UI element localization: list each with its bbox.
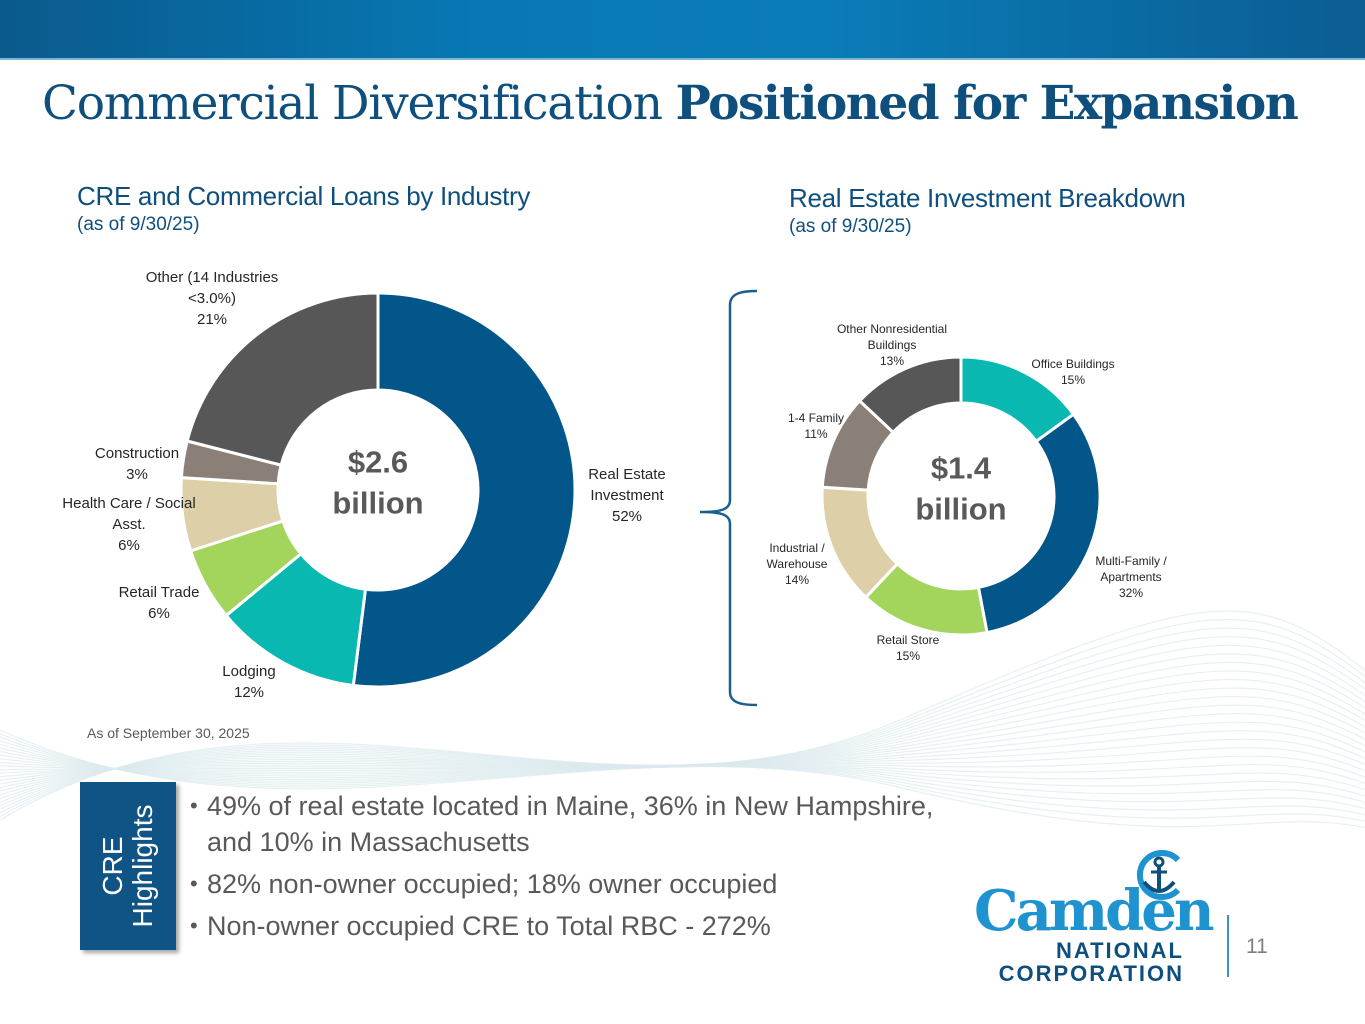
donut-slice [185,291,380,467]
highlights-label-box: CRE Highlights [80,782,176,950]
background-wave-line [0,721,1365,774]
slide-title-light: Commercial Diversification [42,76,663,131]
background-wave-line [0,743,1365,803]
background-wave-line [0,653,1365,803]
chart-title-real-estate: Real Estate Investment Breakdown [789,183,1186,213]
background-wave-line [0,678,1365,792]
slice-label: 1-4 Family 11% [788,411,844,441]
chart-title-industry: CRE and Commercial Loans by Industry [77,181,531,211]
chart-subtitle-real-estate: (as of 9/30/25) [789,216,912,237]
background-wave-line [0,670,1365,796]
background-wave-line [0,627,1365,814]
bracket-brace [699,289,758,707]
donut-slice [976,412,1102,635]
donut-center-total: $2.6 billion [332,445,423,521]
background-wave-line [0,747,1365,773]
slice-label: Retail Store 15% [877,633,940,663]
background-wave-line [0,644,1365,807]
chart-subtitle-industry: (as of 9/30/25) [77,214,200,235]
camden-logo: Camden NATIONAL CORPORATION [970,848,1215,988]
anchor-icon [1136,850,1181,900]
highlight-bullet: Non-owner occupied CRE to Total RBC - 27… [190,908,933,944]
background-wave-line [0,661,1365,799]
header-bar [0,0,1365,58]
background-wave-line [0,704,1365,781]
slice-label: Real Estate Investment 52% [588,466,666,525]
background-wave-line [0,636,1365,810]
highlights-label: CRE Highlights [97,804,158,928]
background-wave-line [0,696,1365,785]
donut-center-total: $1.4 billion [915,451,1006,527]
logo-national: NATIONAL [1055,938,1184,963]
footnote: As of September 30, 2025 [87,725,250,741]
donut-real-estate: Office Buildings 15% Multi-Family / Apartme… [767,322,1168,663]
page-number: 11 [1246,935,1268,958]
donut-industry: Real Estate Investment 52% Lodging 12% Retail… [62,269,665,701]
slice-label: Other (14 Industries <3.0%) 21% [146,269,279,328]
background-wave-line [0,687,1365,789]
background-wave-line [0,738,1365,772]
background-wave-line [0,713,1365,778]
slice-label: Industrial / Warehouse 14% [767,541,828,587]
logo-corporation: CORPORATION [998,961,1184,986]
donut-slice [351,291,577,689]
background-wave-pattern [0,610,1365,829]
slice-label: Health Care / Social Asst. 6% [62,495,195,554]
background-wave-line [0,740,1365,810]
slice-label: Other Nonresidential Buildings 13% [837,322,947,368]
donut-slice [857,355,963,435]
highlight-bullet: 82% non-owner occupied; 18% owner occupi… [190,866,933,902]
logo-wordmark: Camden [974,878,1215,944]
background-wave-line [0,755,1365,778]
slice-label: Construction 3% [95,445,179,483]
slice-label: Lodging 12% [222,663,275,701]
highlight-bullet: 49% of real estate located in Maine, 36%… [190,788,933,860]
header-divider [0,58,1365,60]
slide-title: Commercial Diversification Positioned fo… [42,76,1299,131]
background-wave-line [0,754,1365,784]
slide-title-bold: Positioned for Expansion [675,76,1299,131]
background-wave-line [0,733,1365,822]
background-wave-line [0,747,1365,797]
footer-divider [1227,915,1229,977]
background-wave-line [0,736,1365,816]
highlights-list: 49% of real estate located in Maine, 36%… [190,788,933,950]
slice-label: Office Buildings 15% [1031,357,1114,387]
slice-label: Retail Trade 6% [119,584,200,622]
background-wave-line [0,730,1365,771]
slice-label: Multi-Family / Apartments 32% [1095,554,1167,600]
background-wave-line [0,751,1365,791]
